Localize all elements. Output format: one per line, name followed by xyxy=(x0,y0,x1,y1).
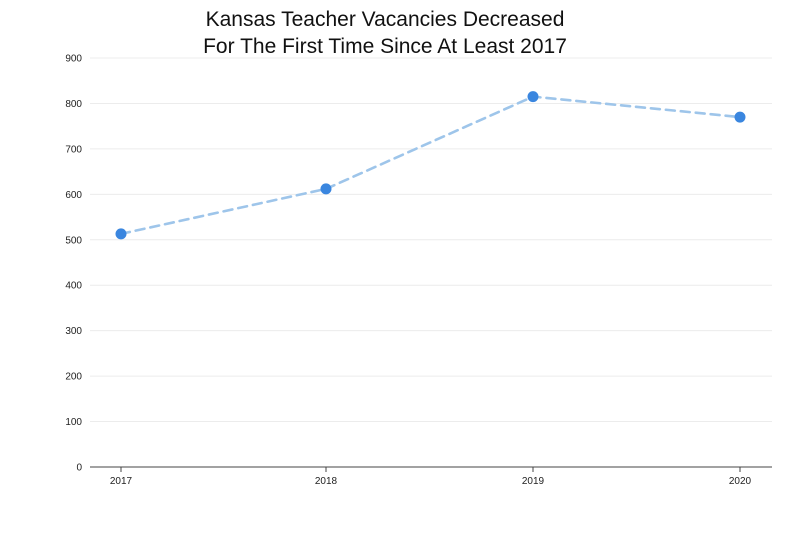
chart-title-line-1: Kansas Teacher Vacancies Decreased xyxy=(205,8,565,31)
chart-title-line-2: For The First Time Since At Least 2017 xyxy=(203,35,567,58)
x-tick-label: 2019 xyxy=(522,476,545,487)
y-tick-label: 700 xyxy=(65,144,82,155)
x-tick-label: 2018 xyxy=(315,476,338,487)
y-tick-label: 0 xyxy=(76,463,82,474)
y-tick-label: 500 xyxy=(65,235,82,246)
chart-title: Kansas Teacher Vacancies Decreased For T… xyxy=(90,6,680,60)
y-tick-label: 100 xyxy=(65,417,82,428)
series xyxy=(115,91,746,240)
y-tick-label: 600 xyxy=(65,190,82,201)
data-point xyxy=(320,183,332,195)
x-tick-label: 2017 xyxy=(110,476,133,487)
data-point xyxy=(115,228,127,240)
series-line xyxy=(119,95,742,236)
data-point xyxy=(734,111,746,123)
y-tick-label: 400 xyxy=(65,281,82,292)
y-tick-label: 200 xyxy=(65,372,82,383)
y-tick-label: 800 xyxy=(65,99,82,110)
y-tick-label: 300 xyxy=(65,326,82,337)
data-point xyxy=(527,91,539,103)
y-tick-labels: 0 100 200 300 400 500 600 700 800 900 xyxy=(65,54,82,474)
x-tick-label: 2020 xyxy=(729,476,752,487)
x-tick-labels: 2017 2018 2019 2020 xyxy=(110,476,752,487)
axes xyxy=(90,466,772,472)
y-tick-label: 900 xyxy=(65,54,82,65)
gridlines xyxy=(90,57,772,423)
